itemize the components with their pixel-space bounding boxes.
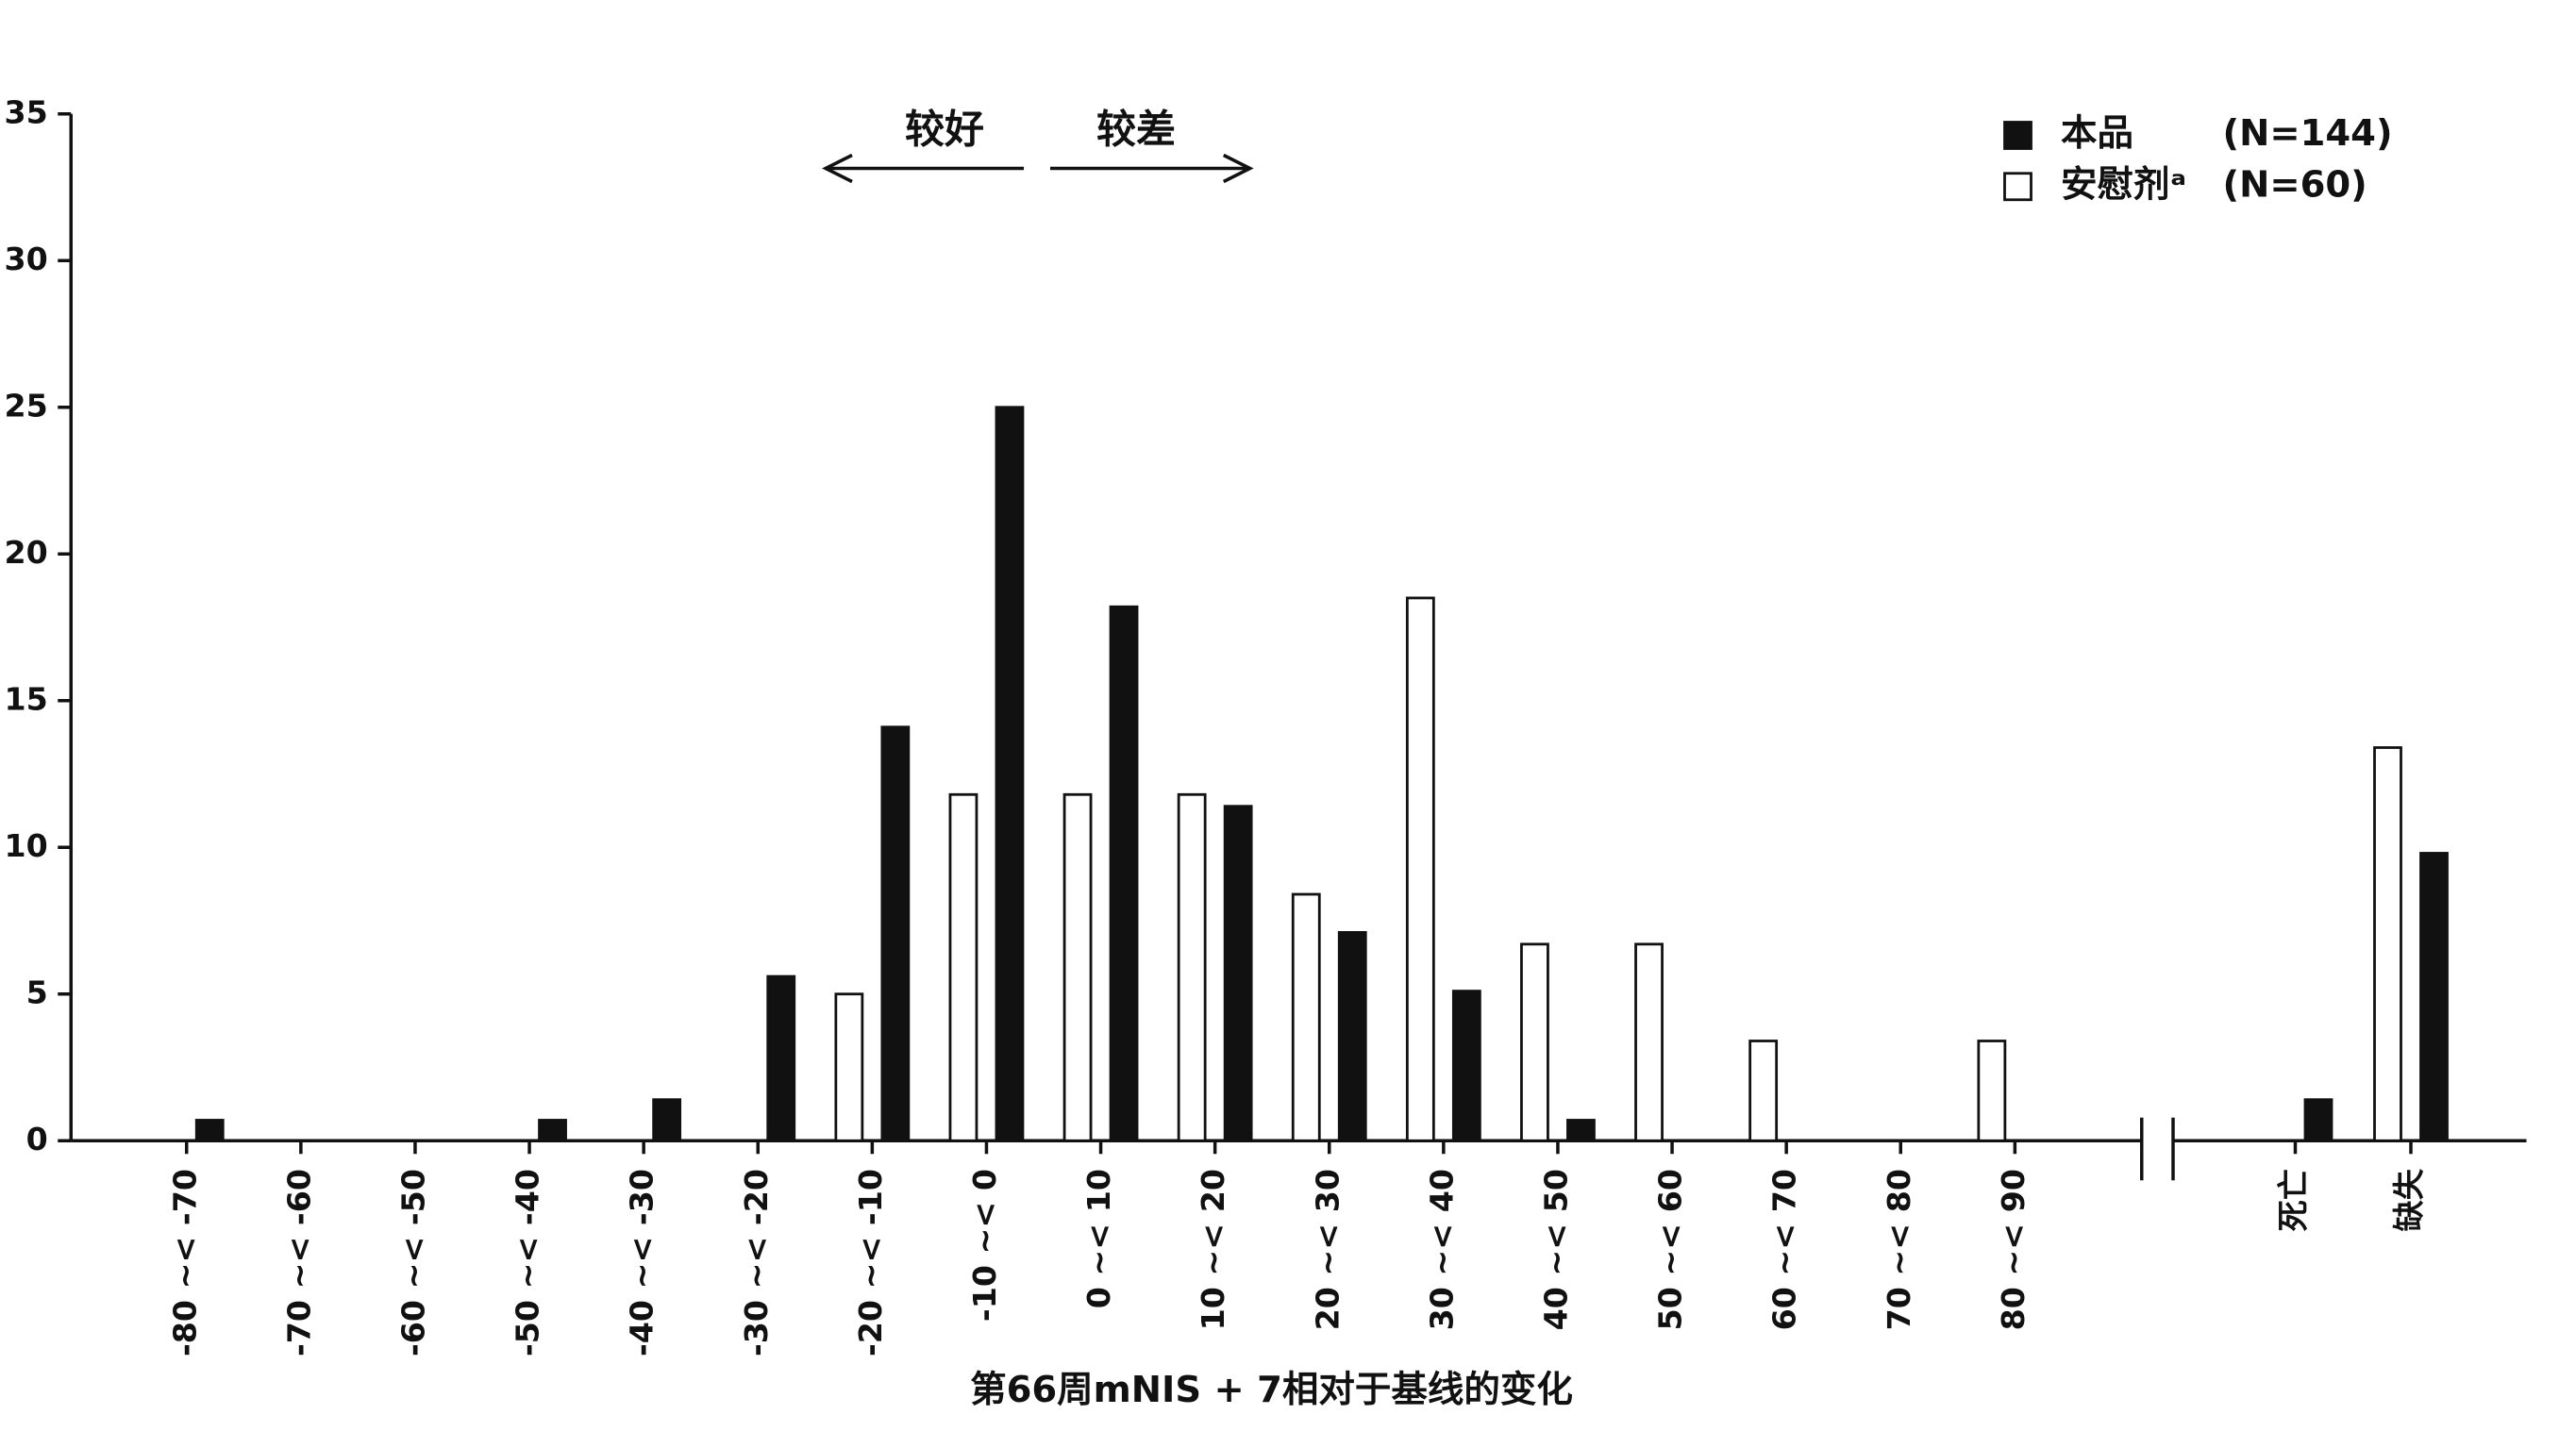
- x-tick-label: 死亡: [2275, 1169, 2312, 1232]
- legend-n: (N=60): [2223, 163, 2367, 206]
- bar: [1291, 892, 1321, 1142]
- bar: [1520, 942, 1549, 1142]
- annotation: 较差: [1096, 107, 1176, 153]
- x-tick-label: -50 ~< -40: [510, 1169, 546, 1356]
- bar: [2303, 1098, 2333, 1142]
- x-tick-label: 80 ~< 90: [1995, 1169, 2032, 1330]
- bar: [766, 974, 796, 1142]
- x-tick-label: 20 ~< 30: [1309, 1169, 1346, 1330]
- legend-label: 本品: [2061, 112, 2133, 155]
- bar: [194, 1119, 225, 1142]
- x-tick-label: -70 ~< -60: [280, 1169, 317, 1356]
- y-tick-label: 30: [4, 241, 47, 277]
- x-tick-label: 50 ~< 60: [1652, 1169, 1689, 1330]
- bar: [538, 1119, 567, 1142]
- x-tick-label: -10 ~< 0: [966, 1169, 1003, 1322]
- x-axis-title: 第66周mNIS + 7相对于基线的变化: [970, 1369, 1573, 1411]
- x-tick-label: 缺失: [2391, 1168, 2428, 1231]
- bar: [652, 1098, 682, 1142]
- y-tick-label: 0: [26, 1121, 48, 1157]
- x-tick-label: 40 ~< 50: [1537, 1169, 1574, 1330]
- bar: [1977, 1040, 2007, 1142]
- y-tick-label: 25: [4, 387, 47, 424]
- x-tick-label: -20 ~< -10: [852, 1169, 889, 1356]
- x-tick-label: 30 ~< 40: [1423, 1169, 1460, 1330]
- y-tick-label: 15: [4, 680, 47, 717]
- bar: [2373, 746, 2402, 1142]
- bar: [2419, 852, 2449, 1142]
- bar: [948, 792, 979, 1142]
- bar: [1634, 942, 1664, 1142]
- y-tick-label: 20: [4, 534, 47, 571]
- legend-label: 安慰剂ᵃ: [2061, 163, 2186, 206]
- bar: [1223, 805, 1253, 1142]
- legend-n: (N=144): [2223, 112, 2393, 155]
- y-tick-label: 10: [4, 827, 47, 864]
- x-tick-label: -60 ~< -50: [394, 1169, 431, 1356]
- bar: [1405, 596, 1435, 1142]
- x-tick-label: -30 ~< -20: [738, 1169, 775, 1356]
- legend-swatch: [2003, 121, 2032, 150]
- x-tick-label: -40 ~< -30: [624, 1169, 661, 1356]
- bar: [1337, 931, 1367, 1142]
- x-tick-label: -80 ~< -70: [166, 1169, 203, 1356]
- bar: [995, 406, 1025, 1142]
- bar: [1748, 1040, 1779, 1142]
- x-tick-label: 10 ~< 20: [1195, 1169, 1231, 1330]
- x-tick-label: 0 ~< 10: [1080, 1169, 1117, 1308]
- y-tick-label: 35: [4, 93, 47, 130]
- bar: [1451, 990, 1481, 1142]
- bar: [1062, 792, 1093, 1142]
- legend-swatch: [2003, 172, 2032, 202]
- bar: [834, 992, 864, 1142]
- bar: [880, 725, 911, 1142]
- bar: [1566, 1119, 1596, 1142]
- x-tick-label: 70 ~< 80: [1881, 1169, 1917, 1330]
- annotation-arrows: [822, 153, 1254, 184]
- annotation: 较好: [905, 107, 984, 153]
- x-tick-label: 60 ~< 70: [1766, 1169, 1803, 1330]
- y-tick-label: 5: [26, 974, 48, 1010]
- bar: [1177, 792, 1207, 1142]
- bar: [1109, 605, 1139, 1142]
